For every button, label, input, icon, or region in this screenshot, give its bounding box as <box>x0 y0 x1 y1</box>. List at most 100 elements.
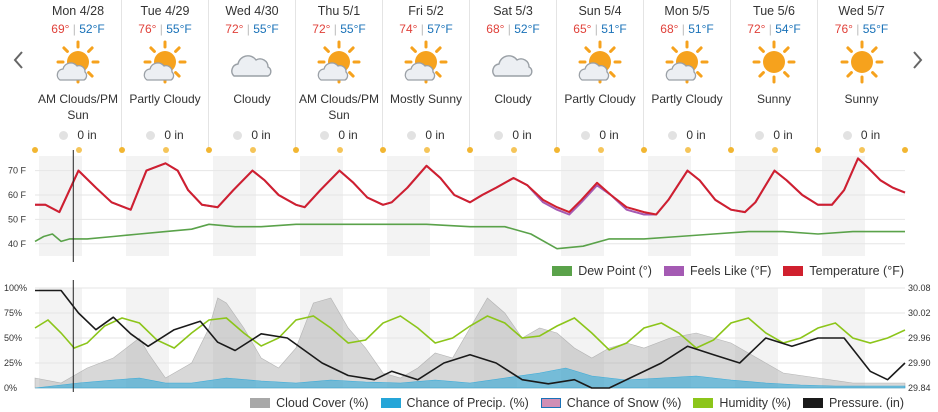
precip-amount: 0 in <box>338 128 358 142</box>
day-condition: Partly Cloudy <box>651 92 723 106</box>
raindrop-icon <box>494 131 504 140</box>
legend-label: Temperature (°F) <box>809 264 904 278</box>
high-temp: 72° <box>225 22 244 36</box>
legend-swatch <box>380 398 401 408</box>
high-temp: 76° <box>834 22 853 36</box>
day-date: Sun 5/4 <box>578 4 622 18</box>
temp-separator: | <box>243 22 254 36</box>
day-column[interactable]: Mon 5/5 68° | 51°F Partly Cloudy 0 in <box>644 0 731 150</box>
sun-cloud-icon <box>404 40 448 84</box>
day-column[interactable]: Tue 5/6 72° | 54°F Sunny 0 in <box>731 0 818 150</box>
low-temp: 52°F <box>514 22 540 36</box>
precip-amount: 0 in <box>686 128 706 142</box>
sun-cloud-icon <box>143 40 187 84</box>
day-precip: 0 in <box>209 128 295 142</box>
low-temp: 55°F <box>340 22 366 36</box>
legend-item-temp[interactable]: Temperature (°F) <box>783 264 904 278</box>
temp-separator: | <box>330 22 341 36</box>
legend-item-dew[interactable]: Dew Point (°) <box>552 264 652 278</box>
day-condition: AM Clouds/PM Sun <box>37 92 119 122</box>
day-column[interactable]: Sun 5/4 65° | 51°F Partly Cloudy 0 in <box>557 0 644 150</box>
raindrop-icon <box>755 131 765 140</box>
sunrise-marker <box>684 147 691 153</box>
day-precip: 0 in <box>644 128 730 142</box>
precip-amount: 0 in <box>77 128 97 142</box>
series-line-humidity <box>34 315 906 351</box>
legend-item-cloud[interactable]: Cloud Cover (%) <box>250 396 369 410</box>
y-tick-label-left: 100% <box>4 283 27 293</box>
day-date: Tue 4/29 <box>140 4 190 18</box>
temp-separator: | <box>504 22 515 36</box>
high-temp: 65° <box>573 22 592 36</box>
day-temps: 68° | 51°F <box>644 22 730 36</box>
day-column[interactable]: Wed 4/30 72° | 55°F Cloudy 0 in <box>209 0 296 150</box>
legend-item-precip[interactable]: Chance of Precip. (%) <box>380 396 529 410</box>
temp-separator: | <box>765 22 776 36</box>
precip-amount: 0 in <box>512 128 532 142</box>
chevron-right-icon <box>913 51 923 69</box>
day-temps: 68° | 52°F <box>470 22 556 36</box>
sunset-marker <box>554 147 560 153</box>
sunrise-marker <box>162 147 169 153</box>
legend-swatch <box>783 266 804 276</box>
legend-item-snow[interactable]: Chance of Snow (%) <box>540 396 681 410</box>
temp-separator: | <box>852 22 863 36</box>
day-temps: 65° | 51°F <box>557 22 643 36</box>
day-precip: 0 in <box>383 128 469 142</box>
y-tick-label-right: 29.90 <box>908 358 931 368</box>
day-condition: AM Clouds/PM Sun <box>298 92 380 122</box>
sunset-marker <box>815 147 821 153</box>
forecast-days: Mon 4/28 69° | 52°F AM Clouds/PM Sun 0 in Tu… <box>35 0 905 150</box>
day-column[interactable]: Wed 5/7 76° | 55°F Sunny 0 in <box>818 0 905 150</box>
day-column[interactable]: Sat 5/3 68° | 52°F Cloudy 0 in <box>470 0 557 150</box>
legend-swatch <box>663 266 684 276</box>
sun-cloud-icon <box>578 40 622 84</box>
legend-item-pressure[interactable]: Pressure. (in) <box>802 396 904 410</box>
prev-days-button[interactable] <box>6 40 30 80</box>
raindrop-icon <box>581 131 591 140</box>
y-tick-label: 70 F <box>8 166 27 176</box>
legend-item-feels[interactable]: Feels Like (°F) <box>663 264 772 278</box>
sunrise-marker <box>597 147 604 153</box>
legend-swatch <box>693 398 714 408</box>
y-tick-label-right: 30.08 <box>908 283 931 293</box>
day-column[interactable]: Tue 4/29 76° | 55°F Partly Cloudy 0 in <box>122 0 209 150</box>
series-area-precip <box>34 367 906 389</box>
y-tick-label: 50 F <box>8 214 27 224</box>
day-date: Thu 5/1 <box>317 4 361 18</box>
legend-item-humidity[interactable]: Humidity (%) <box>693 396 791 410</box>
day-column[interactable]: Mon 4/28 69° | 52°F AM Clouds/PM Sun 0 in <box>35 0 122 150</box>
precip-amount: 0 in <box>425 128 445 142</box>
high-temp: 68° <box>660 22 679 36</box>
raindrop-icon <box>59 131 69 140</box>
chevron-left-icon <box>13 51 23 69</box>
sunrise-marker <box>75 147 82 153</box>
next-days-button[interactable] <box>906 40 930 80</box>
day-column[interactable]: Fri 5/2 74° | 57°F Mostly Sunny 0 in <box>383 0 470 150</box>
sun-shape <box>840 40 883 84</box>
day-temps: 72° | 54°F <box>731 22 817 36</box>
temp-separator: | <box>156 22 167 36</box>
low-temp: 55°F <box>166 22 192 36</box>
high-temp: 69° <box>51 22 70 36</box>
legend-label: Feels Like (°F) <box>689 264 772 278</box>
temp-separator: | <box>591 22 602 36</box>
day-condition: Cloudy <box>494 92 532 106</box>
day-temps: 72° | 55°F <box>209 22 295 36</box>
day-condition: Sunny <box>844 92 879 106</box>
night-band <box>300 156 343 256</box>
day-temps: 76° | 55°F <box>818 22 905 36</box>
sunrise-marker <box>423 147 430 153</box>
temp-separator: | <box>678 22 689 36</box>
low-temp: 51°F <box>601 22 627 36</box>
precip-amount: 0 in <box>860 128 881 142</box>
low-temp: 57°F <box>427 22 453 36</box>
day-temps: 74° | 57°F <box>383 22 469 36</box>
day-precip: 0 in <box>557 128 643 142</box>
series-line-pressure <box>35 289 906 389</box>
night-band <box>735 156 778 256</box>
y-tick-label-right: 29.84 <box>908 383 931 392</box>
sunrise-marker <box>771 147 778 153</box>
night-band <box>474 156 517 256</box>
day-column[interactable]: Thu 5/1 72° | 55°F AM Clouds/PM Sun 0 in <box>296 0 383 150</box>
